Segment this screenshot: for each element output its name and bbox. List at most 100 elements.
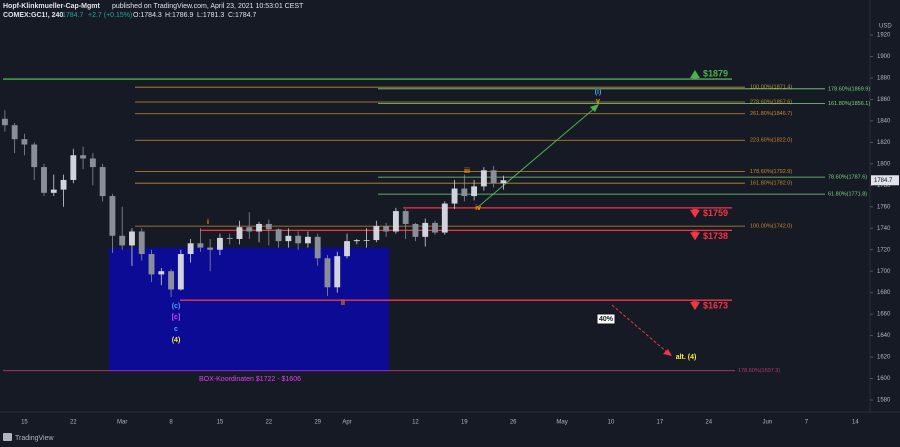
candle-body — [197, 243, 204, 248]
fib-label: 161.80%(1856.1) — [828, 101, 870, 107]
wave-label: (c) — [172, 303, 181, 310]
candle-body — [304, 236, 311, 244]
candle-body — [99, 167, 106, 197]
level-arrow — [690, 231, 700, 241]
candle-body — [31, 144, 38, 168]
candle-body — [138, 231, 145, 255]
wave-label: (4) — [172, 337, 181, 344]
candle-body — [50, 189, 57, 193]
price-tag-label: 1784.7 — [874, 178, 893, 184]
candle-body — [70, 155, 77, 180]
y-tick-label: 1860 — [877, 97, 891, 103]
candle-body — [383, 226, 390, 232]
candle-body — [246, 227, 253, 232]
y-tick-label: 1760 — [877, 204, 891, 210]
wave-label: iii — [464, 168, 470, 175]
candle-body — [471, 186, 478, 197]
candle-body — [158, 271, 165, 275]
x-tick-label: 8 — [169, 420, 173, 426]
fib-label: 61.80%(1771.8) — [828, 192, 867, 198]
candle-body — [490, 170, 497, 184]
candle-body — [334, 256, 341, 288]
fib-label: 223.60%(1822.0) — [750, 138, 792, 144]
level-arrow — [690, 70, 700, 80]
candle-body — [187, 243, 194, 255]
y-tick-label: 1820 — [877, 140, 891, 146]
fib-label: 78.60%(1787.6) — [828, 175, 867, 181]
candle-body — [402, 211, 409, 224]
x-tick-label: Mar — [117, 420, 127, 426]
y-tick-label: 1640 — [877, 333, 891, 339]
candle-body — [353, 240, 360, 242]
x-tick-label: 24 — [705, 420, 712, 426]
candle-body — [500, 180, 507, 184]
fib-label: 100.00%(1742.0) — [750, 224, 792, 230]
x-tick-label: 7 — [805, 420, 809, 426]
candle-body — [129, 231, 135, 246]
fib-label: 161.80%(1782.0) — [750, 181, 792, 187]
candle-body — [1, 118, 8, 126]
projection-arrow-head — [590, 104, 599, 112]
alt-arrow — [611, 304, 669, 354]
wave-label: i — [207, 219, 209, 226]
candle-body — [109, 196, 116, 236]
candle-body — [461, 188, 468, 197]
y-tick-label: 1800 — [877, 161, 891, 167]
y-tick-label: 1660 — [877, 312, 891, 318]
candle-body — [480, 170, 487, 187]
candle-body — [168, 271, 174, 290]
level-arrow — [690, 301, 700, 311]
fib-label: 178.60%(1607.3) — [738, 368, 780, 374]
x-tick-label: 22 — [70, 420, 77, 426]
x-tick-label: 15 — [217, 420, 224, 426]
change: +2.7 (+0.15%) — [88, 12, 132, 19]
y-tick-label: 1720 — [877, 247, 891, 253]
y-tick-label: 1680 — [877, 290, 891, 296]
wave-label: [c] — [172, 314, 181, 321]
candle-body — [373, 226, 380, 241]
y-tick-label: 1920 — [877, 33, 891, 39]
fib-label: 178.60%(1869.9) — [828, 86, 870, 92]
candle-body — [236, 227, 243, 239]
low: L:1781.3 — [197, 12, 224, 19]
y-tick-label: 1580 — [877, 398, 891, 404]
candle-body — [275, 229, 282, 242]
y-tick-label: 1740 — [877, 226, 891, 232]
x-tick-label: Apr — [342, 420, 351, 426]
x-tick-label: Jun — [763, 420, 773, 426]
box — [109, 247, 389, 373]
fib-label: 261.80%(1846.7) — [750, 111, 792, 117]
y-tick-label: 1780 — [877, 183, 891, 189]
fib-label: 278.60%(1857.6) — [750, 99, 792, 105]
x-tick-label: 26 — [510, 420, 517, 426]
candle-body — [392, 211, 399, 232]
candle-body — [80, 155, 87, 159]
candle-body — [177, 254, 184, 290]
candle-body — [148, 254, 155, 275]
projection-arrow — [477, 106, 597, 208]
y-tick-label: 1600 — [877, 376, 891, 382]
candle-body — [422, 222, 429, 237]
author: Hopf-Klinkmueller-Cap-Mgmt — [3, 3, 101, 10]
wave-label: ii — [341, 300, 345, 307]
level-label: $1759 — [703, 208, 728, 218]
x-tick-label: May — [556, 420, 567, 426]
x-tick-label: 14 — [852, 420, 859, 426]
box-label: BOX-Koordinaten $1722 - $1606 — [199, 376, 301, 383]
fib-label: 178.60%(1792.9) — [750, 169, 792, 175]
candle-body — [265, 223, 272, 230]
level-label: $1879 — [703, 68, 728, 78]
symbol: COMEX:GC1!, 240 — [3, 12, 63, 19]
candle-body — [41, 167, 47, 193]
candle-body — [324, 258, 331, 288]
open: O:1784.3 — [133, 12, 162, 19]
candle-body — [60, 179, 67, 190]
wave-label: iv — [475, 205, 481, 212]
x-tick-label: 12 — [412, 420, 419, 426]
fib-label: 100.00%(1871.4) — [750, 85, 792, 91]
wave-label: 40% — [599, 316, 614, 323]
wave-label: v — [596, 98, 600, 105]
high: H:1786.9 — [165, 12, 194, 19]
x-tick-label: 19 — [461, 420, 468, 426]
